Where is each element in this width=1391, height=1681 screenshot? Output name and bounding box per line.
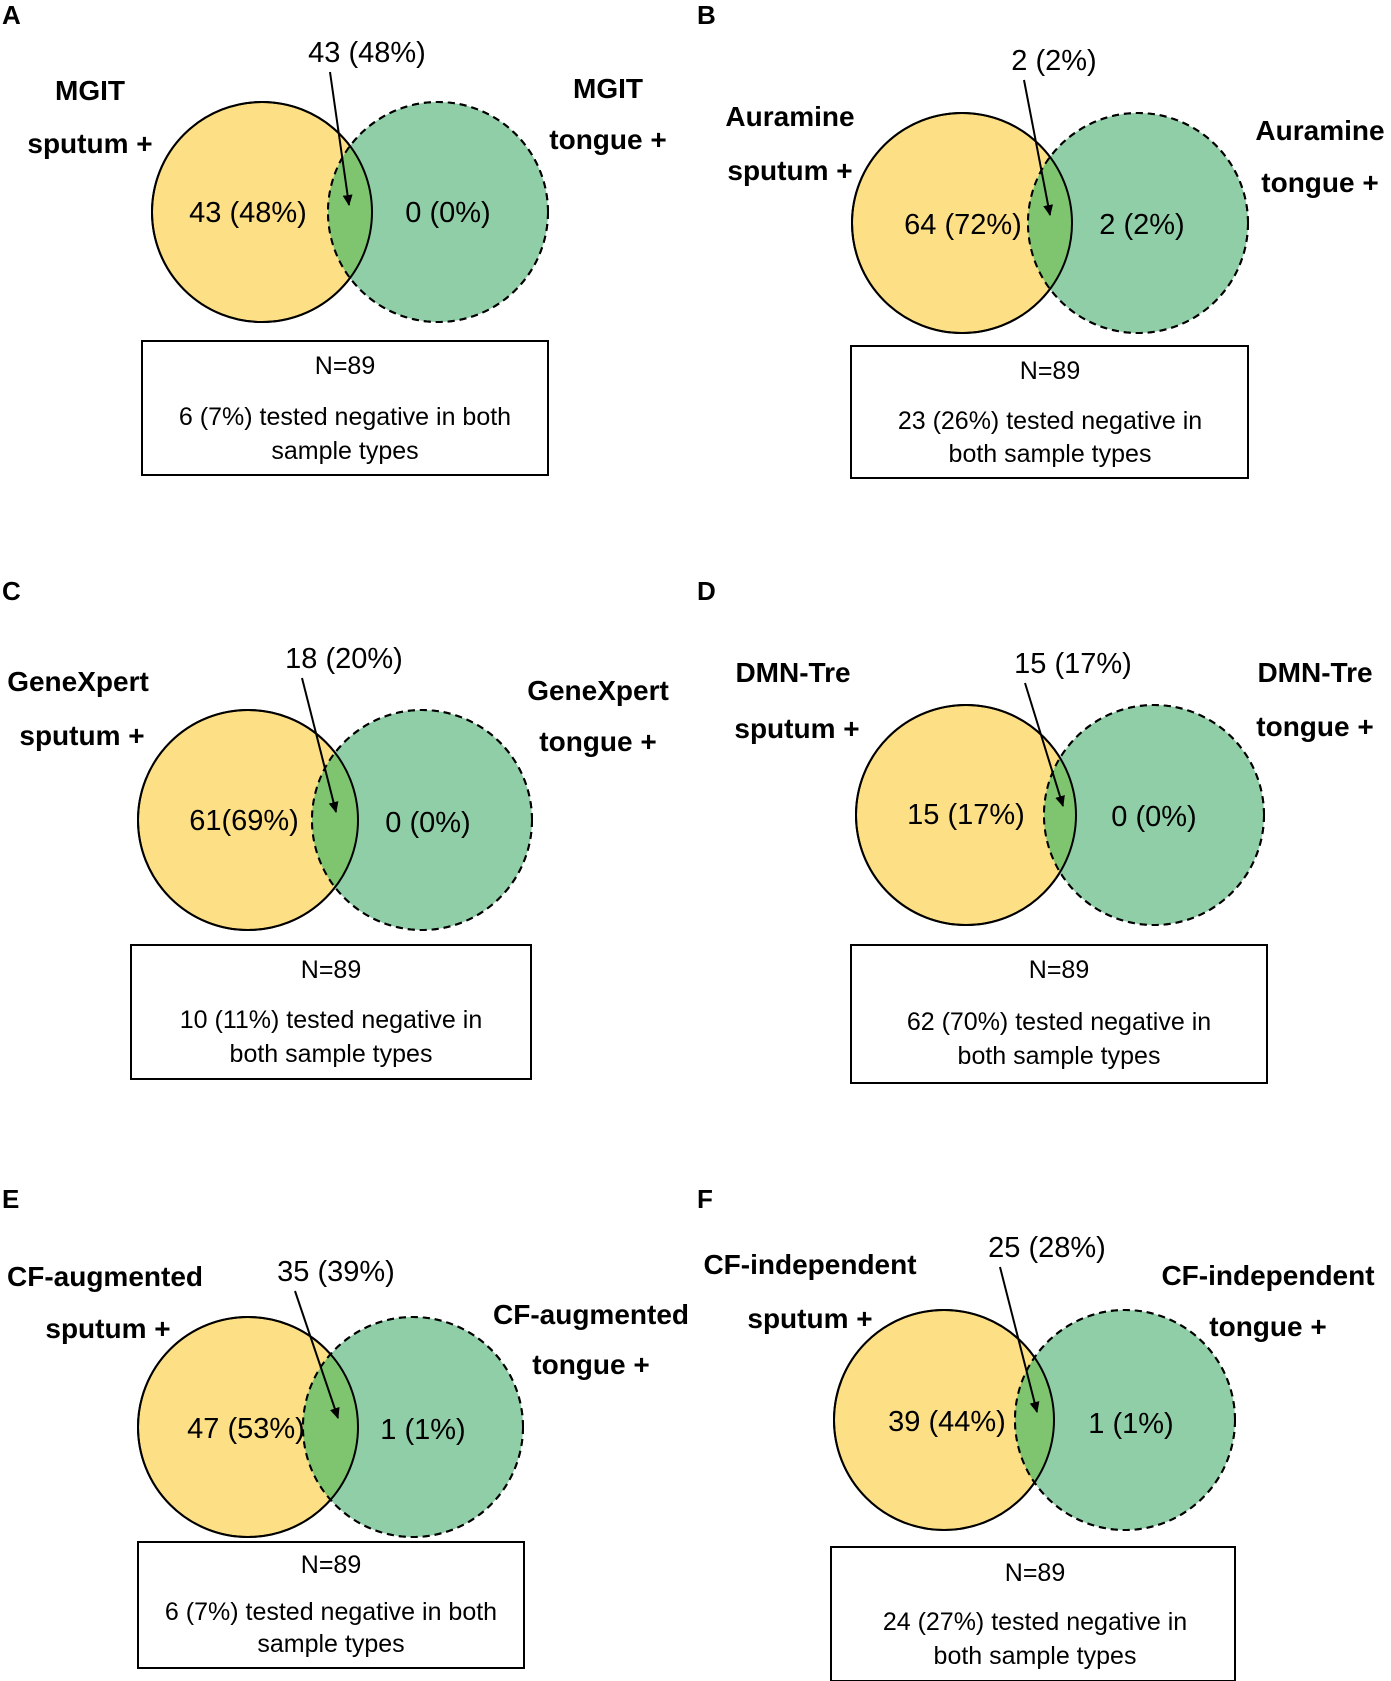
negative-summary-line-1: 10 (11%) tested negative in (180, 1006, 483, 1034)
summary-box (830, 1546, 1236, 1681)
overlap-count: 15 (17%) (1014, 648, 1132, 680)
sputum-method-label: GeneXpert (7, 666, 149, 697)
tongue-only-count: 0 (0%) (385, 807, 470, 839)
tongue-method-label: CF-augmented (493, 1299, 689, 1330)
tongue-positive-label: tongue + (1261, 167, 1378, 198)
tongue-positive-label: tongue + (539, 726, 656, 757)
tongue-circle-outline (1043, 704, 1265, 926)
sputum-only-count: 61(69%) (189, 805, 299, 837)
sputum-circle-outline (137, 1316, 359, 1538)
sputum-positive-label: sputum + (727, 155, 852, 186)
sputum-positive-label: sputum + (27, 128, 152, 159)
panel-d: D DMN-Tre sputum + DMN-Tre tongue + 15 (… (697, 576, 1374, 1084)
summary-box (137, 1541, 525, 1669)
tongue-positive-label: tongue + (1209, 1311, 1326, 1342)
overlap-arrow (999, 1266, 1040, 1413)
sputum-circle-outline (855, 704, 1077, 926)
negative-summary-line-1: 23 (26%) tested negative in (898, 407, 1202, 435)
total-n: N=89 (315, 352, 375, 380)
tongue-circle-outline (311, 709, 533, 931)
overlap-count: 43 (48%) (308, 37, 426, 69)
tongue-only-count: 0 (0%) (1111, 801, 1196, 833)
tongue-method-label: CF-independent (1161, 1260, 1374, 1291)
sputum-only-count: 47 (53%) (187, 1413, 305, 1445)
sputum-only-count: 43 (48%) (189, 197, 307, 229)
overlap-arrow (329, 71, 353, 206)
panel-letter: F (697, 1184, 713, 1214)
panel-a: A MGIT sputum + MGIT tongue + 43 (48%) 0… (2, 0, 667, 476)
sputum-positive-label: sputum + (45, 1313, 170, 1344)
overlap-count: 25 (28%) (988, 1232, 1106, 1264)
panel-f: F CF-independent sputum + CF-independent… (697, 1184, 1375, 1681)
overlap-arrow (301, 677, 339, 813)
overlap-count: 18 (20%) (285, 643, 403, 675)
tongue-only-count: 2 (2%) (1099, 209, 1184, 241)
tongue-circle-outline (302, 1316, 524, 1538)
tongue-circle-outline (1027, 112, 1249, 334)
summary-box (141, 340, 549, 476)
sputum-only-count: 39 (44%) (888, 1406, 1006, 1438)
tongue-positive-label: tongue + (532, 1349, 649, 1380)
tongue-method-label: MGIT (573, 73, 643, 104)
overlap-count: 2 (2%) (1011, 45, 1096, 77)
panel-letter: C (2, 576, 21, 606)
total-n: N=89 (1029, 956, 1089, 984)
negative-summary-line-1: 62 (70%) tested negative in (907, 1008, 1211, 1036)
overlap-arrow (1024, 682, 1065, 807)
sputum-method-label: MGIT (55, 75, 125, 106)
sputum-method-label: CF-augmented (7, 1261, 203, 1292)
tongue-circle-outline (327, 101, 549, 323)
tongue-only-count: 1 (1%) (1088, 1408, 1173, 1440)
sputum-positive-label: sputum + (734, 713, 859, 744)
total-n: N=89 (1005, 1559, 1065, 1587)
total-n: N=89 (301, 1551, 361, 1579)
sputum-method-label: Auramine (725, 101, 854, 132)
tongue-positive-label: tongue + (1256, 711, 1373, 742)
summary-box (850, 345, 1249, 479)
panel-letter: D (697, 576, 716, 606)
overlap-arrow (294, 1290, 340, 1419)
total-n: N=89 (301, 956, 361, 984)
tongue-method-label: GeneXpert (527, 675, 669, 706)
panel-letter: E (2, 1184, 19, 1214)
total-n: N=89 (1020, 357, 1080, 385)
negative-summary-line-2: sample types (257, 1630, 404, 1658)
tongue-positive-label: tongue + (549, 124, 666, 155)
panel-letter: B (697, 0, 716, 30)
sputum-positive-label: sputum + (747, 1303, 872, 1334)
sputum-only-count: 64 (72%) (904, 209, 1022, 241)
negative-summary-line-1: 24 (27%) tested negative in (883, 1608, 1187, 1636)
tongue-circle-outline (1014, 1309, 1236, 1531)
sputum-circle-outline (851, 112, 1073, 334)
negative-summary-line-2: sample types (271, 437, 418, 465)
summary-box (130, 944, 532, 1080)
summary-box (850, 944, 1268, 1084)
negative-summary-line-2: both sample types (949, 440, 1152, 468)
tongue-only-count: 1 (1%) (380, 1414, 465, 1446)
negative-summary-line-1: 6 (7%) tested negative in both (179, 403, 511, 431)
negative-summary-line-2: both sample types (934, 1642, 1137, 1670)
sputum-positive-label: sputum + (19, 720, 144, 751)
sputum-circle-outline (833, 1309, 1055, 1531)
sputum-method-label: CF-independent (703, 1249, 916, 1280)
panel-b: B Auramine sputum + Auramine tongue + 64… (697, 0, 1385, 479)
sputum-method-label: DMN-Tre (735, 657, 850, 688)
tongue-method-label: Auramine (1255, 115, 1384, 146)
sputum-circle-outline (151, 101, 373, 323)
sputum-only-count: 15 (17%) (907, 799, 1025, 831)
panel-c: C GeneXpert sputum + GeneXpert tongue + … (2, 576, 669, 1080)
negative-summary-line-1: 6 (7%) tested negative in both (165, 1598, 497, 1626)
negative-summary-line-2: both sample types (230, 1040, 433, 1068)
negative-summary-line-2: both sample types (958, 1042, 1161, 1070)
overlap-count: 35 (39%) (277, 1256, 395, 1288)
sputum-circle-outline (137, 709, 359, 931)
overlap-arrow (1023, 79, 1054, 216)
tongue-method-label: DMN-Tre (1257, 657, 1372, 688)
panel-letter: A (2, 0, 21, 30)
panel-e: E CF-augmented sputum + CF-augmented ton… (2, 1184, 689, 1669)
tongue-only-count: 0 (0%) (405, 197, 490, 229)
